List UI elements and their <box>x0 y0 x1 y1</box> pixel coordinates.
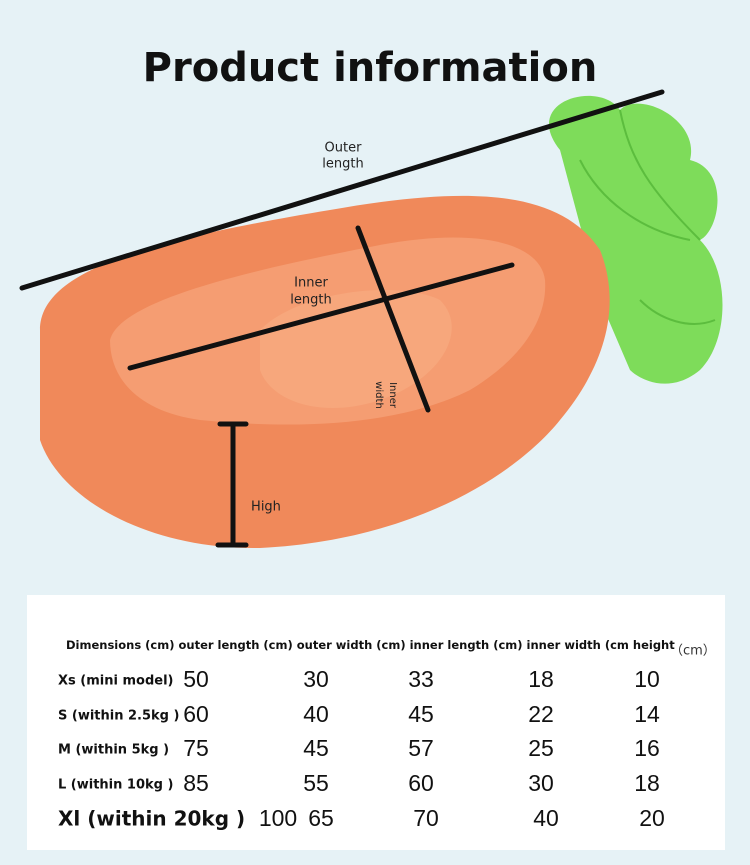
column-header: inner length (cm) <box>410 638 523 652</box>
unit: （cm） <box>670 644 716 659</box>
size-value: 55 <box>303 770 329 796</box>
size-value: 10 <box>634 666 660 692</box>
size-value: 70 <box>413 805 439 831</box>
size-value: 75 <box>183 735 209 761</box>
outer-length-label: Outer <box>325 141 363 156</box>
size-value: 60 <box>408 770 434 796</box>
size-value: 60 <box>183 701 209 727</box>
outer-length-label: length <box>322 157 363 172</box>
inner-width-label: Inner <box>387 382 398 409</box>
size-value: 30 <box>528 770 554 796</box>
table-rows: Xs (mini model) 50 30 33 18 10 S (within 2.5kg… <box>58 666 665 831</box>
size-label: Xs (mini model) <box>58 674 173 689</box>
size-value: 40 <box>303 701 329 727</box>
size-label: Xl (within 20kg ) <box>58 807 245 831</box>
size-value: 16 <box>634 735 660 761</box>
size-value: 100 <box>259 805 297 831</box>
table-header: Dimensions (cm) outer length (cm) outer wi… <box>66 638 675 652</box>
size-value: 22 <box>528 701 554 727</box>
size-label: L (within 10kg ) <box>58 778 173 793</box>
column-header: Dimensions (cm) <box>66 638 175 652</box>
size-value: 40 <box>533 805 559 831</box>
size-value: 57 <box>408 735 434 761</box>
high-label: High <box>251 500 281 515</box>
size-value: 18 <box>528 666 554 692</box>
size-value: 18 <box>634 770 660 796</box>
size-value: 25 <box>528 735 554 761</box>
inner-length-label: Inner <box>294 276 328 291</box>
inner-length-label: length <box>290 293 331 308</box>
size-value: 85 <box>183 770 209 796</box>
table-panel <box>27 595 725 850</box>
column-header: outer length (cm) <box>179 638 293 652</box>
size-label: S (within 2.5kg ) <box>58 709 179 724</box>
column-header: outer width (cm) <box>297 638 406 652</box>
size-value: 50 <box>183 666 209 692</box>
size-value: 30 <box>303 666 329 692</box>
title: Product information <box>143 45 598 91</box>
size-label: M (within 5kg ) <box>58 743 169 758</box>
size-value: 33 <box>408 666 434 692</box>
column-header: height <box>633 638 675 652</box>
leaves <box>548 95 723 384</box>
size-value: 45 <box>408 701 434 727</box>
measure-lines <box>19 89 665 548</box>
column-header: inner width (cm <box>527 638 629 652</box>
size-value: 14 <box>634 701 660 727</box>
size-value: 45 <box>303 735 329 761</box>
size-value: 65 <box>308 805 334 831</box>
size-value: 20 <box>639 805 665 831</box>
inner-width-label: width <box>373 381 384 409</box>
